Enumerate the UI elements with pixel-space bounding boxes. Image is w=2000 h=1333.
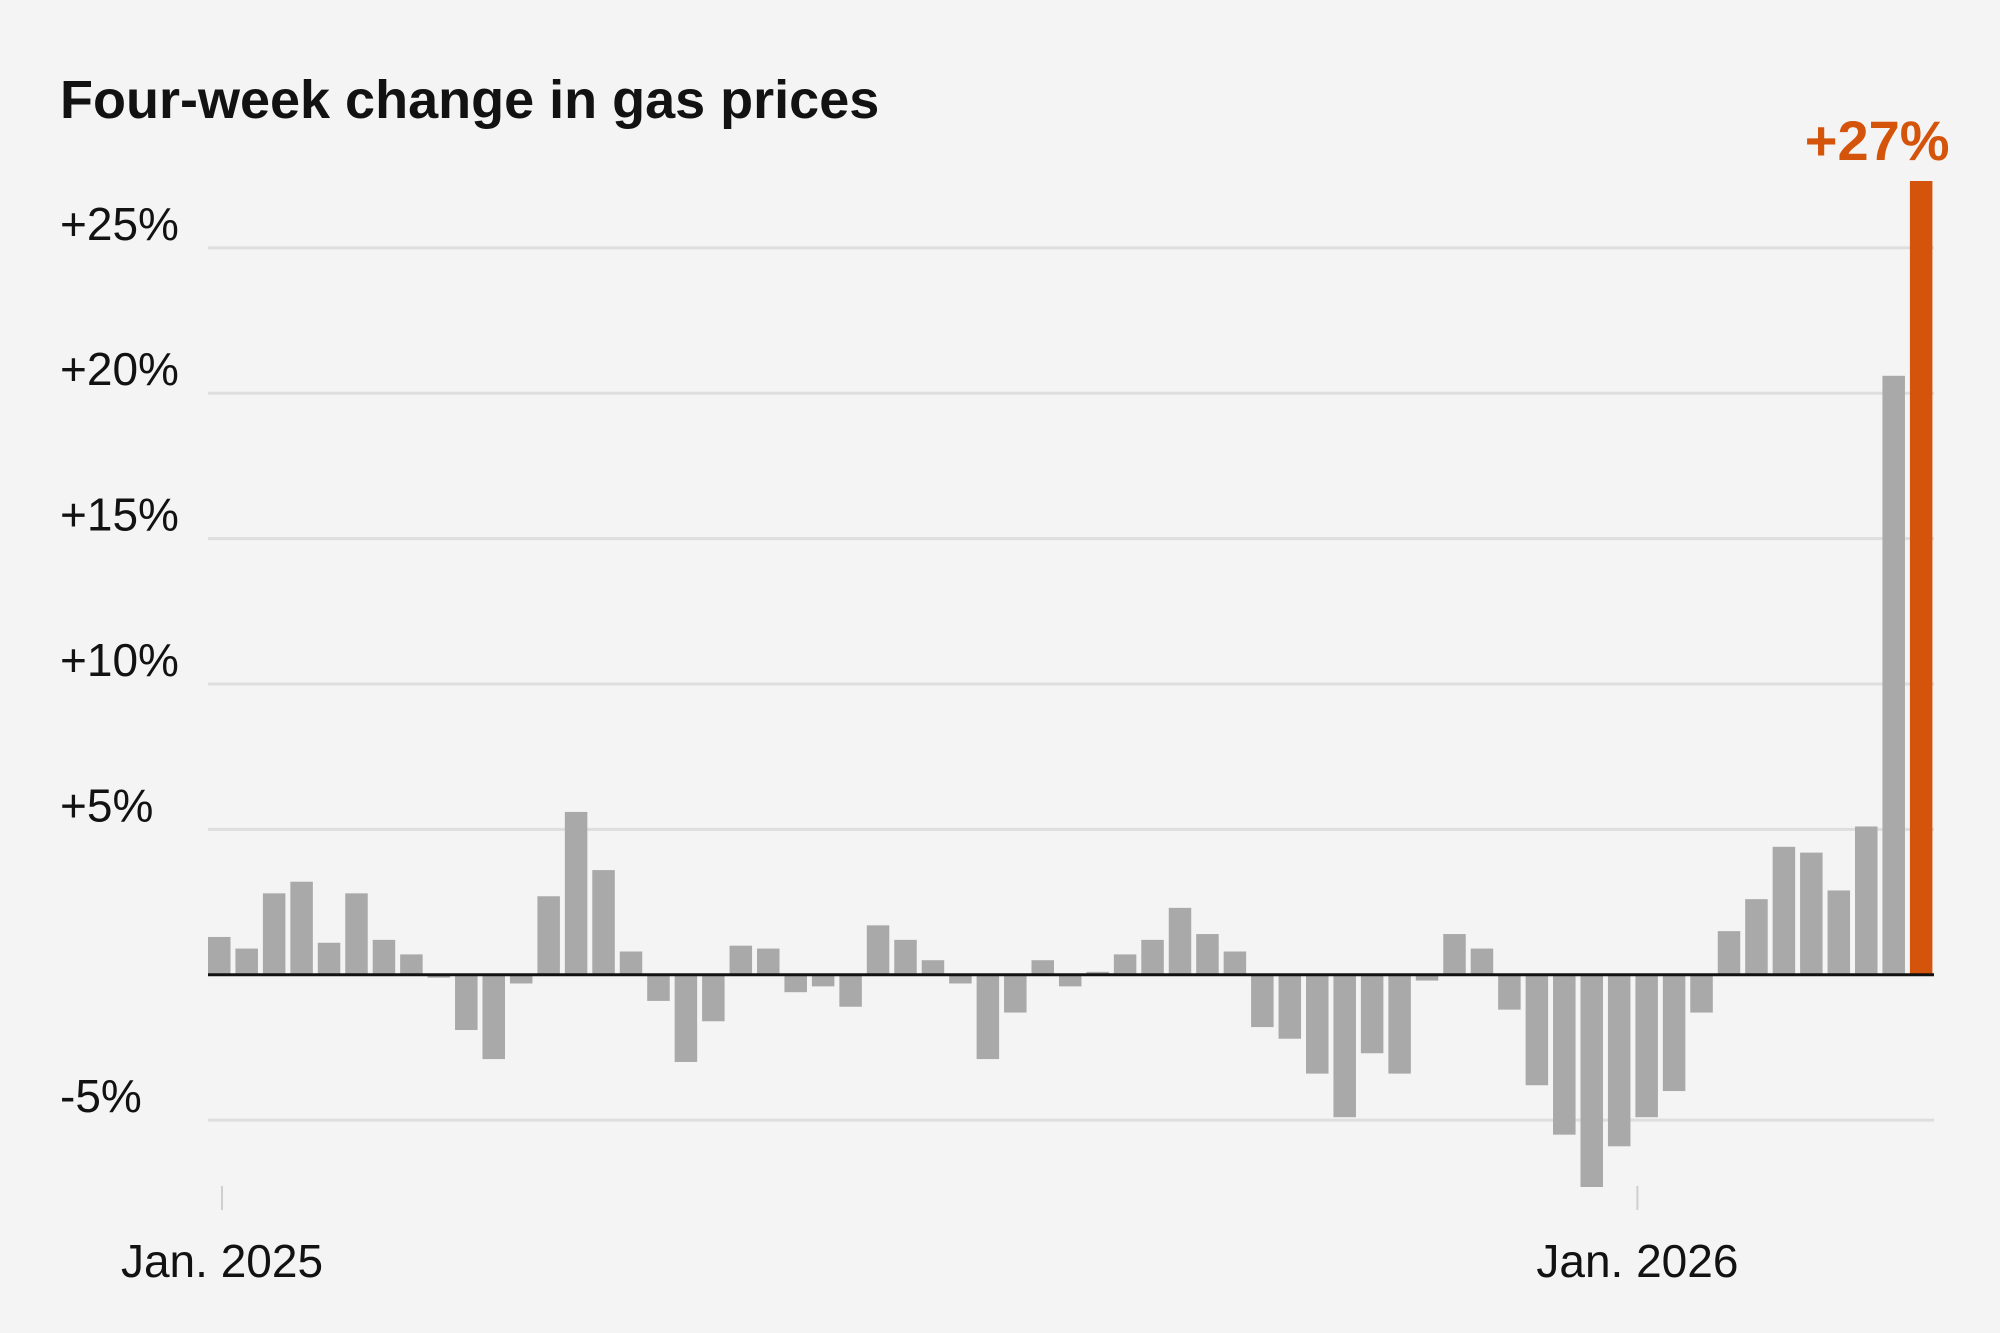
y-tick-label: +20%	[60, 343, 179, 395]
bar	[1360, 974, 1384, 1054]
bar	[921, 960, 945, 975]
bar	[482, 974, 505, 1060]
x-tick-label: Jan. 2026	[1536, 1235, 1738, 1287]
bar	[537, 896, 560, 975]
bar	[1251, 974, 1274, 1028]
bar	[839, 974, 862, 1007]
bar	[372, 939, 396, 975]
bar	[1827, 890, 1851, 975]
bar	[1607, 974, 1631, 1147]
bar	[619, 951, 643, 975]
bar	[1855, 826, 1878, 975]
highlight-bar	[1909, 181, 1933, 975]
bar	[455, 974, 478, 1030]
bar	[1772, 846, 1796, 975]
bar	[1498, 974, 1521, 1010]
bar	[976, 974, 1000, 1060]
bar	[1388, 974, 1411, 1074]
bar	[208, 936, 231, 975]
bar	[674, 974, 698, 1062]
bar	[1800, 852, 1823, 975]
bar	[509, 974, 533, 984]
bar	[1004, 974, 1027, 1013]
y-tick-label: +25%	[60, 198, 179, 250]
bar	[1168, 907, 1192, 975]
bar	[757, 948, 780, 975]
x-tick-label: Jan. 2025	[121, 1235, 323, 1287]
bar	[894, 939, 917, 975]
highlight-value-label: +27%	[1805, 109, 1950, 172]
bar	[1690, 974, 1713, 1013]
bar	[1470, 948, 1494, 975]
bar	[1141, 939, 1164, 975]
bar	[262, 893, 286, 975]
bars	[208, 181, 1933, 1187]
bar	[1058, 974, 1082, 987]
bar	[1662, 974, 1686, 1092]
bar	[1113, 954, 1137, 975]
bar	[1415, 974, 1439, 981]
bar	[1443, 934, 1466, 975]
bar	[1278, 974, 1302, 1039]
y-tick-label: +5%	[60, 779, 153, 831]
bar	[1745, 899, 1768, 975]
bar	[702, 974, 725, 1022]
bar	[1635, 974, 1658, 1118]
bar	[1580, 974, 1603, 1187]
y-axis-tick-labels: +25% +20% +15% +10% +5% -5%	[60, 198, 179, 1122]
chart-title: Four-week change in gas prices	[60, 70, 879, 130]
bar	[1882, 375, 1905, 975]
bar	[1333, 974, 1356, 1118]
y-tick-label: +15%	[60, 489, 179, 541]
bar	[1717, 931, 1741, 975]
bar	[949, 974, 972, 984]
bar	[1306, 974, 1329, 1074]
y-tick-label: +10%	[60, 634, 179, 686]
bar	[235, 948, 258, 975]
bar	[317, 942, 341, 975]
x-axis-ticks: Jan. 2025 Jan. 2026	[121, 1186, 1738, 1287]
bar	[1223, 951, 1247, 975]
y-tick-label: -5%	[60, 1070, 142, 1122]
gridlines	[208, 246, 1934, 1122]
bar	[290, 881, 313, 975]
bar	[564, 811, 588, 975]
bar	[811, 974, 835, 987]
bar	[1553, 974, 1576, 1135]
bar	[592, 870, 615, 975]
bar	[1525, 974, 1549, 1086]
bar	[647, 974, 670, 1001]
bar	[1031, 960, 1054, 975]
bar	[729, 945, 753, 975]
bar	[784, 974, 807, 993]
bar	[866, 925, 890, 975]
bar	[1196, 934, 1219, 975]
bar	[345, 893, 368, 975]
bar	[400, 954, 423, 975]
